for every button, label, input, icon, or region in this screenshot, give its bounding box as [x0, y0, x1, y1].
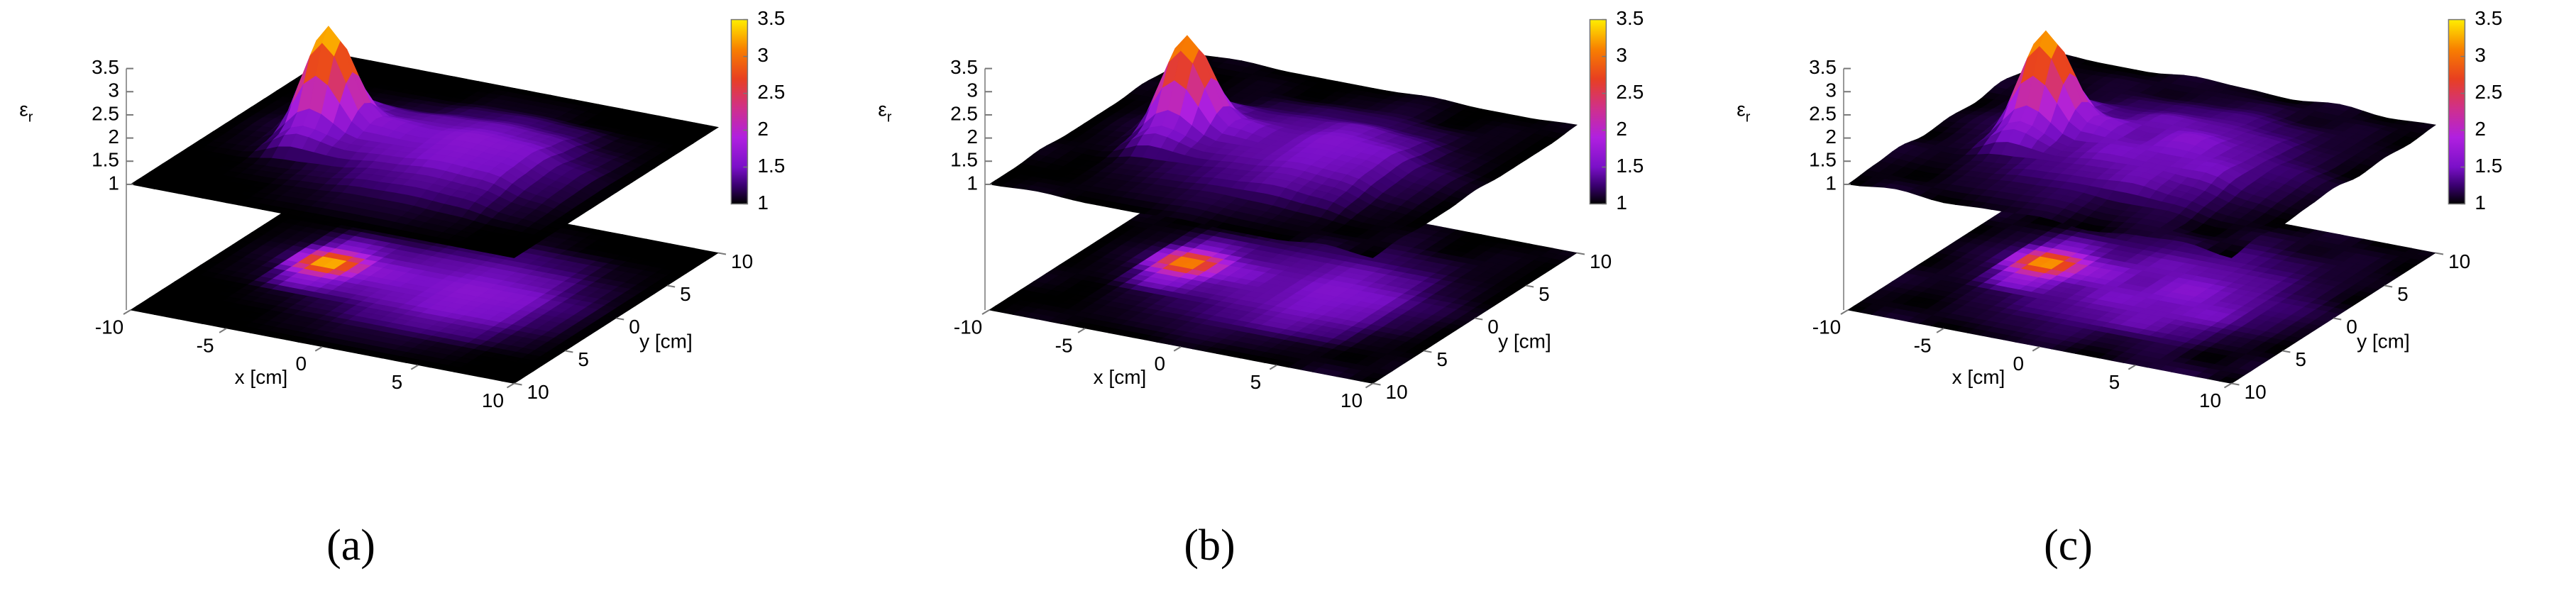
colorbar: [1589, 18, 1607, 205]
colorbar-tick-label: 1.5: [1616, 155, 1644, 177]
y-tick: [1372, 382, 1381, 386]
x-tick-label: -10: [954, 316, 982, 338]
y-tick-label: 5: [578, 348, 589, 370]
z-tick-label: 3: [967, 79, 978, 101]
caption: (a): [326, 521, 375, 570]
x-axis-label: x [cm]: [1094, 366, 1147, 388]
surface: [988, 35, 1578, 258]
z-tick-label: 1: [967, 172, 978, 194]
y-tick: [1475, 317, 1483, 321]
z-tick-label: 2.5: [92, 102, 119, 124]
y-tick-label: 0: [1487, 316, 1499, 338]
x-tick: [1077, 328, 1086, 333]
y-tick-label: 10: [1590, 250, 1612, 272]
x-tick-label: 5: [392, 371, 403, 393]
x-tick-label: -10: [95, 316, 123, 338]
y-tick: [1424, 350, 1432, 353]
x-tick-label: -5: [197, 334, 214, 356]
colorbar-tick-label: 3: [757, 44, 769, 66]
colorbar-tick-label: 1.5: [757, 155, 785, 177]
z-axis-label-symbol: ε: [878, 99, 886, 121]
y-tick: [666, 284, 676, 288]
z-tick-label: 1.5: [92, 149, 119, 171]
y-tick: [616, 317, 624, 321]
z-tick-label: 1.5: [950, 149, 978, 171]
colorbar-tick-label: 1: [757, 192, 769, 214]
colorbar-tick-label: 3: [1616, 44, 1627, 66]
colorbar-tick-label: 2.5: [757, 81, 785, 103]
y-tick-label: 5: [680, 283, 691, 305]
z-tick-label: 2: [967, 126, 978, 148]
colorbar-tick-label: 2: [1616, 118, 1627, 140]
x-tick: [506, 382, 515, 389]
z-axis-label-symbol: ε: [19, 99, 28, 121]
caption: (b): [1184, 521, 1235, 570]
colorbar: [730, 18, 749, 205]
z-axis-label-subscript: r: [887, 110, 892, 126]
x-tick: [219, 328, 227, 333]
y-axis-label: y [cm]: [639, 330, 693, 352]
x-tick-label: -5: [1055, 334, 1073, 356]
x-tick: [1365, 382, 1374, 389]
y-tick: [514, 382, 522, 386]
x-tick-label: 10: [1341, 389, 1363, 411]
colorbar-tick-label: 2.5: [1616, 81, 1644, 103]
z-tick-label: 3.5: [950, 56, 978, 78]
x-axis-label: x [cm]: [235, 366, 288, 388]
z-tick-label: 2.5: [950, 102, 978, 124]
x-tick-label: 5: [1250, 371, 1262, 393]
y-tick-label: 0: [629, 316, 640, 338]
x-tick: [410, 364, 419, 370]
x-tick-label: 10: [482, 389, 504, 411]
y-tick-label: 10: [731, 250, 753, 272]
colorbar-tick-label: 3.5: [757, 7, 785, 29]
y-tick-label: 5: [1539, 283, 1550, 305]
y-tick-label: 10: [1386, 381, 1408, 403]
surface: [129, 26, 720, 258]
x-tick-label: 0: [295, 353, 307, 375]
x-tick: [981, 309, 990, 315]
x-tick: [314, 345, 323, 352]
y-axis-label: y [cm]: [1498, 330, 1551, 352]
y-tick-label: 10: [527, 381, 549, 403]
colorbar-tick-label: 2: [757, 118, 769, 140]
x-tick-label: 0: [1154, 353, 1165, 375]
x-tick: [123, 309, 131, 315]
y-tick: [1576, 252, 1585, 255]
map-cell: [501, 377, 522, 384]
z-axis-label-subscript: r: [28, 110, 33, 126]
y-tick: [1525, 284, 1534, 288]
y-tick-label: 5: [1436, 348, 1448, 370]
colorbar-tick-label: 1: [1616, 192, 1627, 214]
y-tick: [717, 252, 727, 255]
x-tick: [1173, 345, 1182, 352]
z-tick-label: 2: [108, 126, 119, 148]
colorbar-tick-label: 3.5: [1616, 7, 1644, 29]
z-tick-label: 3.5: [92, 56, 119, 78]
y-tick: [565, 350, 573, 353]
x-tick: [1269, 364, 1277, 370]
z-tick-label: 1: [108, 172, 119, 194]
z-tick-label: 3: [108, 79, 119, 101]
z-axis-label: εr: [878, 99, 891, 126]
z-axis-label: εr: [19, 99, 33, 126]
